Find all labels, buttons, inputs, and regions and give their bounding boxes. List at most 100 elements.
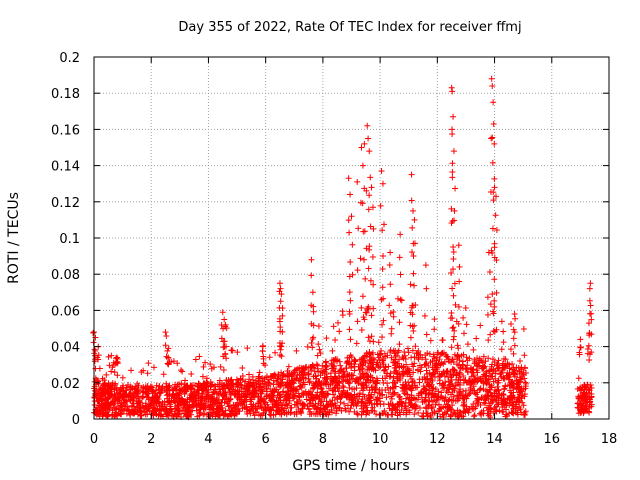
data-point xyxy=(448,205,455,212)
data-point xyxy=(443,410,450,417)
data-point xyxy=(221,338,228,345)
data-point xyxy=(367,174,374,181)
data-point xyxy=(145,360,152,367)
data-point xyxy=(477,322,484,329)
data-point xyxy=(360,361,367,368)
data-point xyxy=(255,373,262,380)
data-point xyxy=(442,379,449,386)
data-point xyxy=(378,296,385,303)
x-tick-label: 6 xyxy=(262,432,270,447)
y-tick-label: 0 xyxy=(72,413,80,428)
data-point xyxy=(380,317,387,324)
data-point xyxy=(440,349,447,356)
data-point xyxy=(272,349,279,356)
data-point xyxy=(94,354,101,361)
data-point xyxy=(258,390,265,397)
data-point xyxy=(104,413,111,420)
data-point xyxy=(586,399,593,406)
data-point xyxy=(253,381,260,388)
data-point xyxy=(157,412,164,419)
data-point xyxy=(346,229,353,236)
data-point xyxy=(381,350,388,357)
y-tick-label: 0.08 xyxy=(51,268,80,283)
data-point xyxy=(308,391,315,398)
data-point xyxy=(156,383,163,390)
data-point xyxy=(586,357,593,364)
data-point xyxy=(271,388,278,395)
data-point xyxy=(187,392,194,399)
data-point xyxy=(515,396,522,403)
data-point xyxy=(518,364,525,371)
data-point xyxy=(259,412,266,419)
data-point xyxy=(315,368,322,375)
data-point xyxy=(192,395,199,402)
data-point xyxy=(233,393,240,400)
data-point xyxy=(257,381,264,388)
data-point xyxy=(108,391,115,398)
data-point xyxy=(382,366,389,373)
data-point xyxy=(99,391,106,398)
data-point xyxy=(379,375,386,382)
data-point xyxy=(277,346,284,353)
data-point xyxy=(402,391,409,398)
data-point xyxy=(451,207,458,214)
data-point xyxy=(449,168,456,175)
data-point xyxy=(472,379,479,386)
data-point xyxy=(326,409,333,416)
data-point xyxy=(519,373,526,380)
data-point xyxy=(358,398,365,405)
data-point xyxy=(485,337,492,344)
data-point xyxy=(376,364,383,371)
data-point xyxy=(157,389,164,396)
data-point xyxy=(170,358,177,365)
data-point xyxy=(584,382,591,389)
data-point xyxy=(391,389,398,396)
data-point xyxy=(484,311,491,318)
data-point xyxy=(450,249,457,256)
data-point xyxy=(321,376,328,383)
data-point xyxy=(456,371,463,378)
data-point xyxy=(149,397,156,404)
data-point xyxy=(198,396,205,403)
data-point xyxy=(294,399,301,406)
data-point xyxy=(508,389,515,396)
data-point xyxy=(137,412,144,419)
data-point xyxy=(489,134,496,141)
data-point xyxy=(388,395,395,402)
data-point xyxy=(440,382,447,389)
data-point xyxy=(114,372,121,379)
data-point xyxy=(398,363,405,370)
data-point xyxy=(486,367,493,374)
data-point xyxy=(473,335,480,342)
data-point xyxy=(239,364,246,371)
data-point xyxy=(278,379,285,386)
data-point xyxy=(423,390,430,397)
data-point xyxy=(501,386,508,393)
data-point xyxy=(295,377,302,384)
data-point xyxy=(199,373,206,380)
data-point xyxy=(270,377,277,384)
data-point xyxy=(492,386,499,393)
data-point xyxy=(368,312,375,319)
data-point xyxy=(119,393,126,400)
data-point xyxy=(390,313,397,320)
data-point xyxy=(492,212,499,219)
data-point xyxy=(429,390,436,397)
data-point xyxy=(276,280,283,287)
data-point xyxy=(336,379,343,386)
data-point xyxy=(403,411,410,418)
data-point xyxy=(222,351,229,358)
data-point xyxy=(386,262,393,269)
data-point xyxy=(420,410,427,417)
data-point xyxy=(200,387,207,394)
data-point xyxy=(512,403,519,410)
data-point xyxy=(92,347,99,354)
data-point xyxy=(495,364,502,371)
data-point xyxy=(485,249,492,256)
data-point xyxy=(488,363,495,370)
data-point xyxy=(509,360,516,367)
data-point xyxy=(502,356,509,363)
data-point xyxy=(164,391,171,398)
data-point xyxy=(164,385,171,392)
data-point xyxy=(310,334,317,341)
